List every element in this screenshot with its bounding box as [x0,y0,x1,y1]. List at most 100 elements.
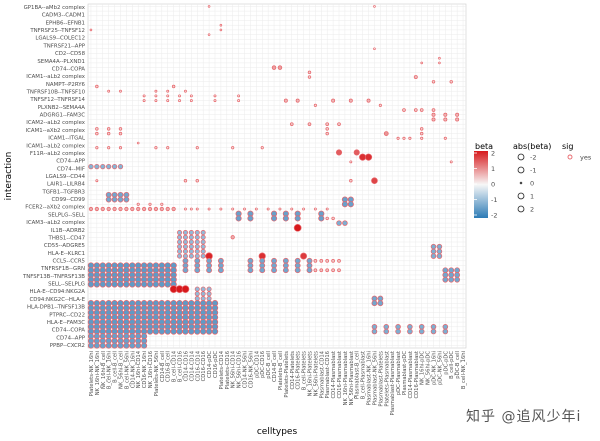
x-tick-label: CD14-NK_56hi [243,351,249,388]
data-point [237,99,241,103]
x-tick-label: Platelets-NK_56hi [154,351,160,396]
y-tick-label: GP1BA--aMb2 complex [24,5,86,11]
y-tick-label: HLA-E--KLRC1 [48,251,85,257]
x-tick-label: NK_16hi-Platelets [307,351,313,397]
data-point [266,207,270,211]
data-point [105,281,112,288]
data-point [290,207,294,211]
data-point [436,253,443,259]
data-point [371,177,378,185]
x-axis-title: celltypes [257,427,298,437]
data-point [188,328,195,335]
data-point [306,257,313,264]
data-point [177,253,183,259]
y-tick-label: CD94:NKG2C--HLA-E [29,297,85,303]
data-point [213,94,217,98]
data-point [206,262,212,269]
data-point [142,94,146,98]
data-point [183,179,188,183]
data-point [306,267,313,274]
y-tick-label: TNFRSF21--APP [42,43,85,49]
data-point [195,146,199,150]
data-point [247,267,254,274]
data-point [371,324,378,330]
data-point [130,206,135,212]
beta-tick-label: 0 [491,181,495,189]
x-tick-label: Plasmablast-Platelets [378,351,384,407]
data-point [194,286,200,292]
y-tick-label: CD55--ADGRE5 [44,243,85,249]
data-point [259,262,266,269]
data-point [230,235,235,240]
y-tick-label: SELL--SELPLG [48,282,85,288]
x-tick-label: B_cell-NK_56hi [124,351,130,389]
data-point [313,207,317,211]
data-point [271,215,278,222]
x-tick-label: pDC-CD16 [260,351,266,378]
data-point [154,146,158,150]
y-tick-label: ICAM3--aLb2 complex [26,220,86,226]
data-point [140,281,148,288]
data-point [177,244,183,250]
x-tick-label: Plasmablast-pDC [402,351,408,395]
grid-lines [88,4,466,348]
data-point [259,267,266,274]
data-point [377,295,384,302]
data-point [194,262,201,269]
size-legend-key [517,205,525,213]
data-point [107,89,111,93]
data-point [148,202,152,206]
data-point [105,191,112,198]
x-tick-label: CD16-CD14 [195,350,201,381]
data-point [200,248,206,254]
data-point [117,163,124,170]
x-tick-label: NK_56hi-pDC [426,351,432,385]
data-point [178,99,181,103]
x-tick-label: CD16-NK_16hi [142,351,148,388]
data-point [129,342,136,349]
data-point [271,257,277,264]
data-point [213,99,217,103]
y-tick-label: TGFB1--TGFBR3 [41,189,85,195]
y-tick-label: HLA-E--CD94:NKG2A [30,289,86,295]
data-point [430,328,437,335]
data-point [178,94,181,98]
data-point [200,286,206,292]
x-tick-label: CD14-pDC [207,351,213,378]
data-point [100,206,105,212]
data-point [325,127,329,131]
beta-legend-title: beta [475,142,493,151]
data-point [455,112,460,117]
data-point [88,163,94,170]
x-tick-label: CD14-CD16 [183,351,189,381]
data-point [188,248,194,254]
data-point [95,84,99,89]
data-point [188,244,194,250]
data-point [325,216,329,221]
data-point [438,56,441,60]
data-point [123,191,130,198]
data-point [165,206,170,212]
data-point [194,257,201,264]
y-tick-label: PPBP--CXCR2 [50,343,85,349]
data-point [194,291,200,297]
data-point [348,98,353,103]
x-tick-label: CD16-pDC [213,351,219,378]
data-point [182,244,188,250]
data-point [294,267,301,274]
data-point [166,94,170,98]
x-tick-label: pDC-B_cell [455,351,461,379]
data-point [449,80,453,84]
y-tick-label: TNFRSF10B--TNFSF10 [26,90,86,96]
data-point [396,136,400,140]
data-point [182,248,188,254]
data-point [206,257,212,264]
beta-tick-label: -1 [491,196,497,204]
data-point [207,5,211,8]
data-point [371,295,378,302]
data-point [154,89,158,93]
data-point [443,117,448,122]
data-point [111,281,118,288]
beta-colorbar [474,151,488,218]
x-tick-label: B_cell-CD14 [172,350,178,382]
